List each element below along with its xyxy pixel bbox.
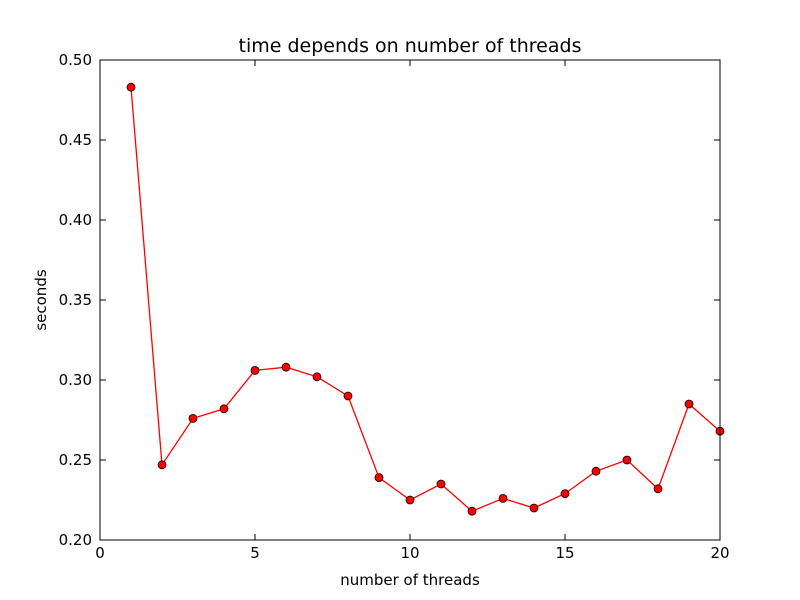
plot-area [126, 82, 725, 516]
x-tick-label: 10 [400, 544, 419, 562]
data-point [467, 506, 477, 516]
y-tick-label: 0.45 [59, 131, 92, 149]
y-tick-label: 0.50 [59, 51, 92, 69]
y-tick-label: 0.25 [59, 451, 92, 469]
data-point [405, 495, 415, 505]
data-point [312, 372, 322, 382]
data-point [188, 413, 198, 423]
x-tick-label: 5 [250, 544, 260, 562]
chart-title: time depends on number of threads [239, 35, 582, 57]
data-point [622, 455, 632, 465]
data-point [374, 473, 384, 483]
data-point [343, 391, 353, 401]
y-tick-label: 0.20 [59, 531, 92, 549]
x-axis-label: number of threads [340, 571, 480, 589]
data-point [591, 466, 601, 476]
x-tick-label: 0 [95, 544, 105, 562]
data-point [498, 493, 508, 503]
data-point [281, 362, 291, 372]
x-tick-label: 15 [555, 544, 574, 562]
data-point [560, 489, 570, 499]
data-point [250, 365, 260, 375]
y-tick-label: 0.40 [59, 211, 92, 229]
y-axis-label: seconds [32, 269, 50, 330]
y-tick-label: 0.30 [59, 371, 92, 389]
data-point [436, 479, 446, 489]
y-tick-label: 0.35 [59, 291, 92, 309]
data-point [529, 503, 539, 513]
data-point [219, 404, 229, 414]
data-point [684, 399, 694, 409]
series-line [130, 87, 721, 512]
data-point [653, 484, 663, 494]
data-point [126, 82, 136, 92]
data-point [157, 460, 167, 470]
axis-ticks: 0 5 10 15 20 0.20 0.25 0.30 0.35 0.40 0.45 0.50 [59, 51, 730, 562]
x-tick-label: 20 [710, 544, 729, 562]
plot-frame [99, 59, 721, 541]
